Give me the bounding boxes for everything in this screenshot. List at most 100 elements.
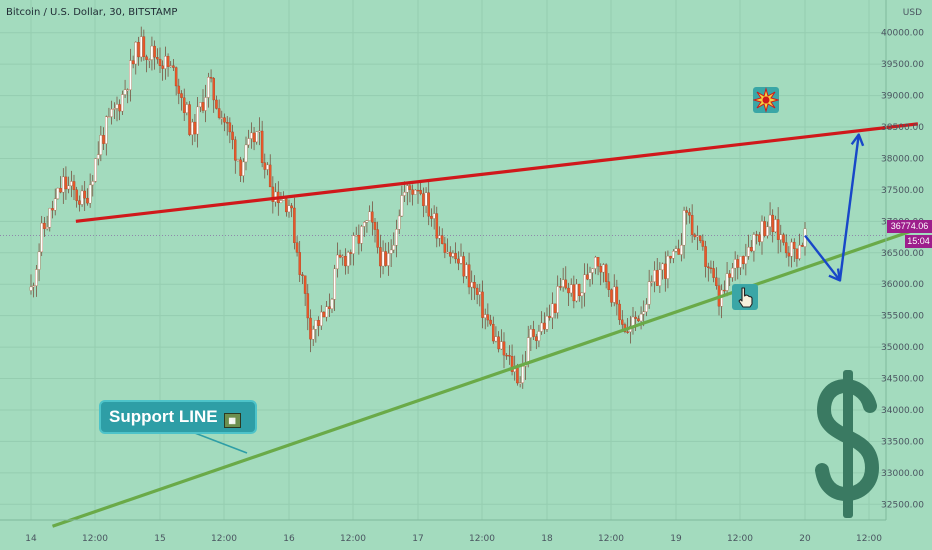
candle-body (258, 130, 261, 133)
candle (733, 251, 737, 281)
candle-body (564, 279, 568, 289)
candle-body (293, 207, 296, 243)
candle (704, 240, 707, 278)
candle (586, 263, 589, 281)
candle (650, 275, 654, 287)
candle (83, 181, 87, 211)
candle (588, 266, 592, 287)
candle-body (67, 185, 70, 190)
candle (803, 221, 807, 256)
y-tick-label: 39500.00 (881, 60, 924, 70)
candle-body (500, 341, 503, 350)
last-price-tag: 36774.06 (887, 220, 932, 233)
candle-body (448, 251, 452, 257)
candle (338, 249, 342, 259)
candle-body (591, 268, 594, 273)
candle (451, 250, 455, 259)
y-tick-label: 37500.00 (881, 186, 924, 196)
candle-body (760, 221, 764, 242)
candle (247, 129, 250, 148)
candle-body (29, 286, 33, 291)
candle-body (575, 283, 578, 302)
candle-body (672, 251, 675, 259)
candle (199, 101, 202, 113)
candle-body (233, 139, 237, 161)
candle (62, 168, 65, 204)
candle-body (750, 247, 753, 252)
candle-body (545, 316, 549, 330)
pointing-hand-icon (732, 284, 758, 310)
candle-body (551, 303, 554, 318)
candle-body (741, 256, 745, 265)
candle (567, 282, 570, 307)
candle (180, 90, 183, 111)
candle-body (537, 331, 541, 341)
candle-body (440, 235, 444, 244)
arrow-down (804, 234, 841, 282)
y-tick-label: 33000.00 (881, 469, 924, 479)
candle (344, 248, 347, 275)
candle (336, 242, 339, 278)
candle (110, 100, 113, 125)
candle (147, 58, 151, 69)
candle (583, 263, 586, 307)
candle-body (645, 304, 648, 312)
candle-body (430, 216, 433, 219)
candle-body (156, 57, 159, 60)
candle (48, 207, 52, 232)
candle-body (790, 241, 793, 257)
candle (306, 284, 310, 331)
candle (40, 215, 44, 257)
candle (174, 66, 178, 96)
candle-body (669, 255, 672, 259)
candle (422, 187, 425, 218)
candle-body (793, 241, 796, 249)
candle-body (344, 256, 347, 267)
candle (465, 262, 468, 279)
candle-body (634, 316, 637, 319)
candle (215, 95, 218, 110)
candle-body (639, 313, 643, 322)
candle (376, 221, 379, 254)
candle (784, 234, 788, 258)
candle-body (481, 291, 484, 318)
candle (497, 331, 500, 353)
candle (508, 345, 511, 365)
candle (118, 99, 121, 121)
candle (672, 249, 675, 264)
y-tick-label: 34500.00 (881, 375, 924, 385)
candle-body (526, 337, 530, 363)
candle (70, 170, 73, 198)
candle-body (336, 254, 339, 270)
candle-body (405, 185, 409, 193)
y-tick-label: 40000.00 (881, 29, 924, 39)
candle-body (56, 187, 60, 199)
candle (626, 318, 629, 334)
candle (548, 304, 551, 321)
candle (322, 311, 326, 318)
candle-body (147, 59, 151, 61)
candle-body (693, 234, 697, 238)
y-tick-label: 34000.00 (881, 406, 924, 416)
candle (551, 292, 554, 329)
candle-body (225, 122, 229, 124)
candle (532, 320, 535, 341)
candle-body (129, 60, 132, 90)
candle-body (698, 235, 702, 241)
candle-body (349, 252, 353, 254)
candle (99, 125, 103, 162)
candle-body (279, 200, 283, 204)
candle (268, 154, 272, 188)
candle (543, 312, 546, 335)
candle (212, 76, 215, 113)
candle-body (432, 213, 436, 219)
candle-body (384, 251, 387, 266)
candle-body (715, 277, 718, 286)
candle (688, 208, 691, 224)
candle (400, 185, 404, 218)
candle (521, 354, 525, 389)
candle (760, 215, 764, 255)
candle (204, 84, 207, 123)
candle (709, 260, 713, 274)
